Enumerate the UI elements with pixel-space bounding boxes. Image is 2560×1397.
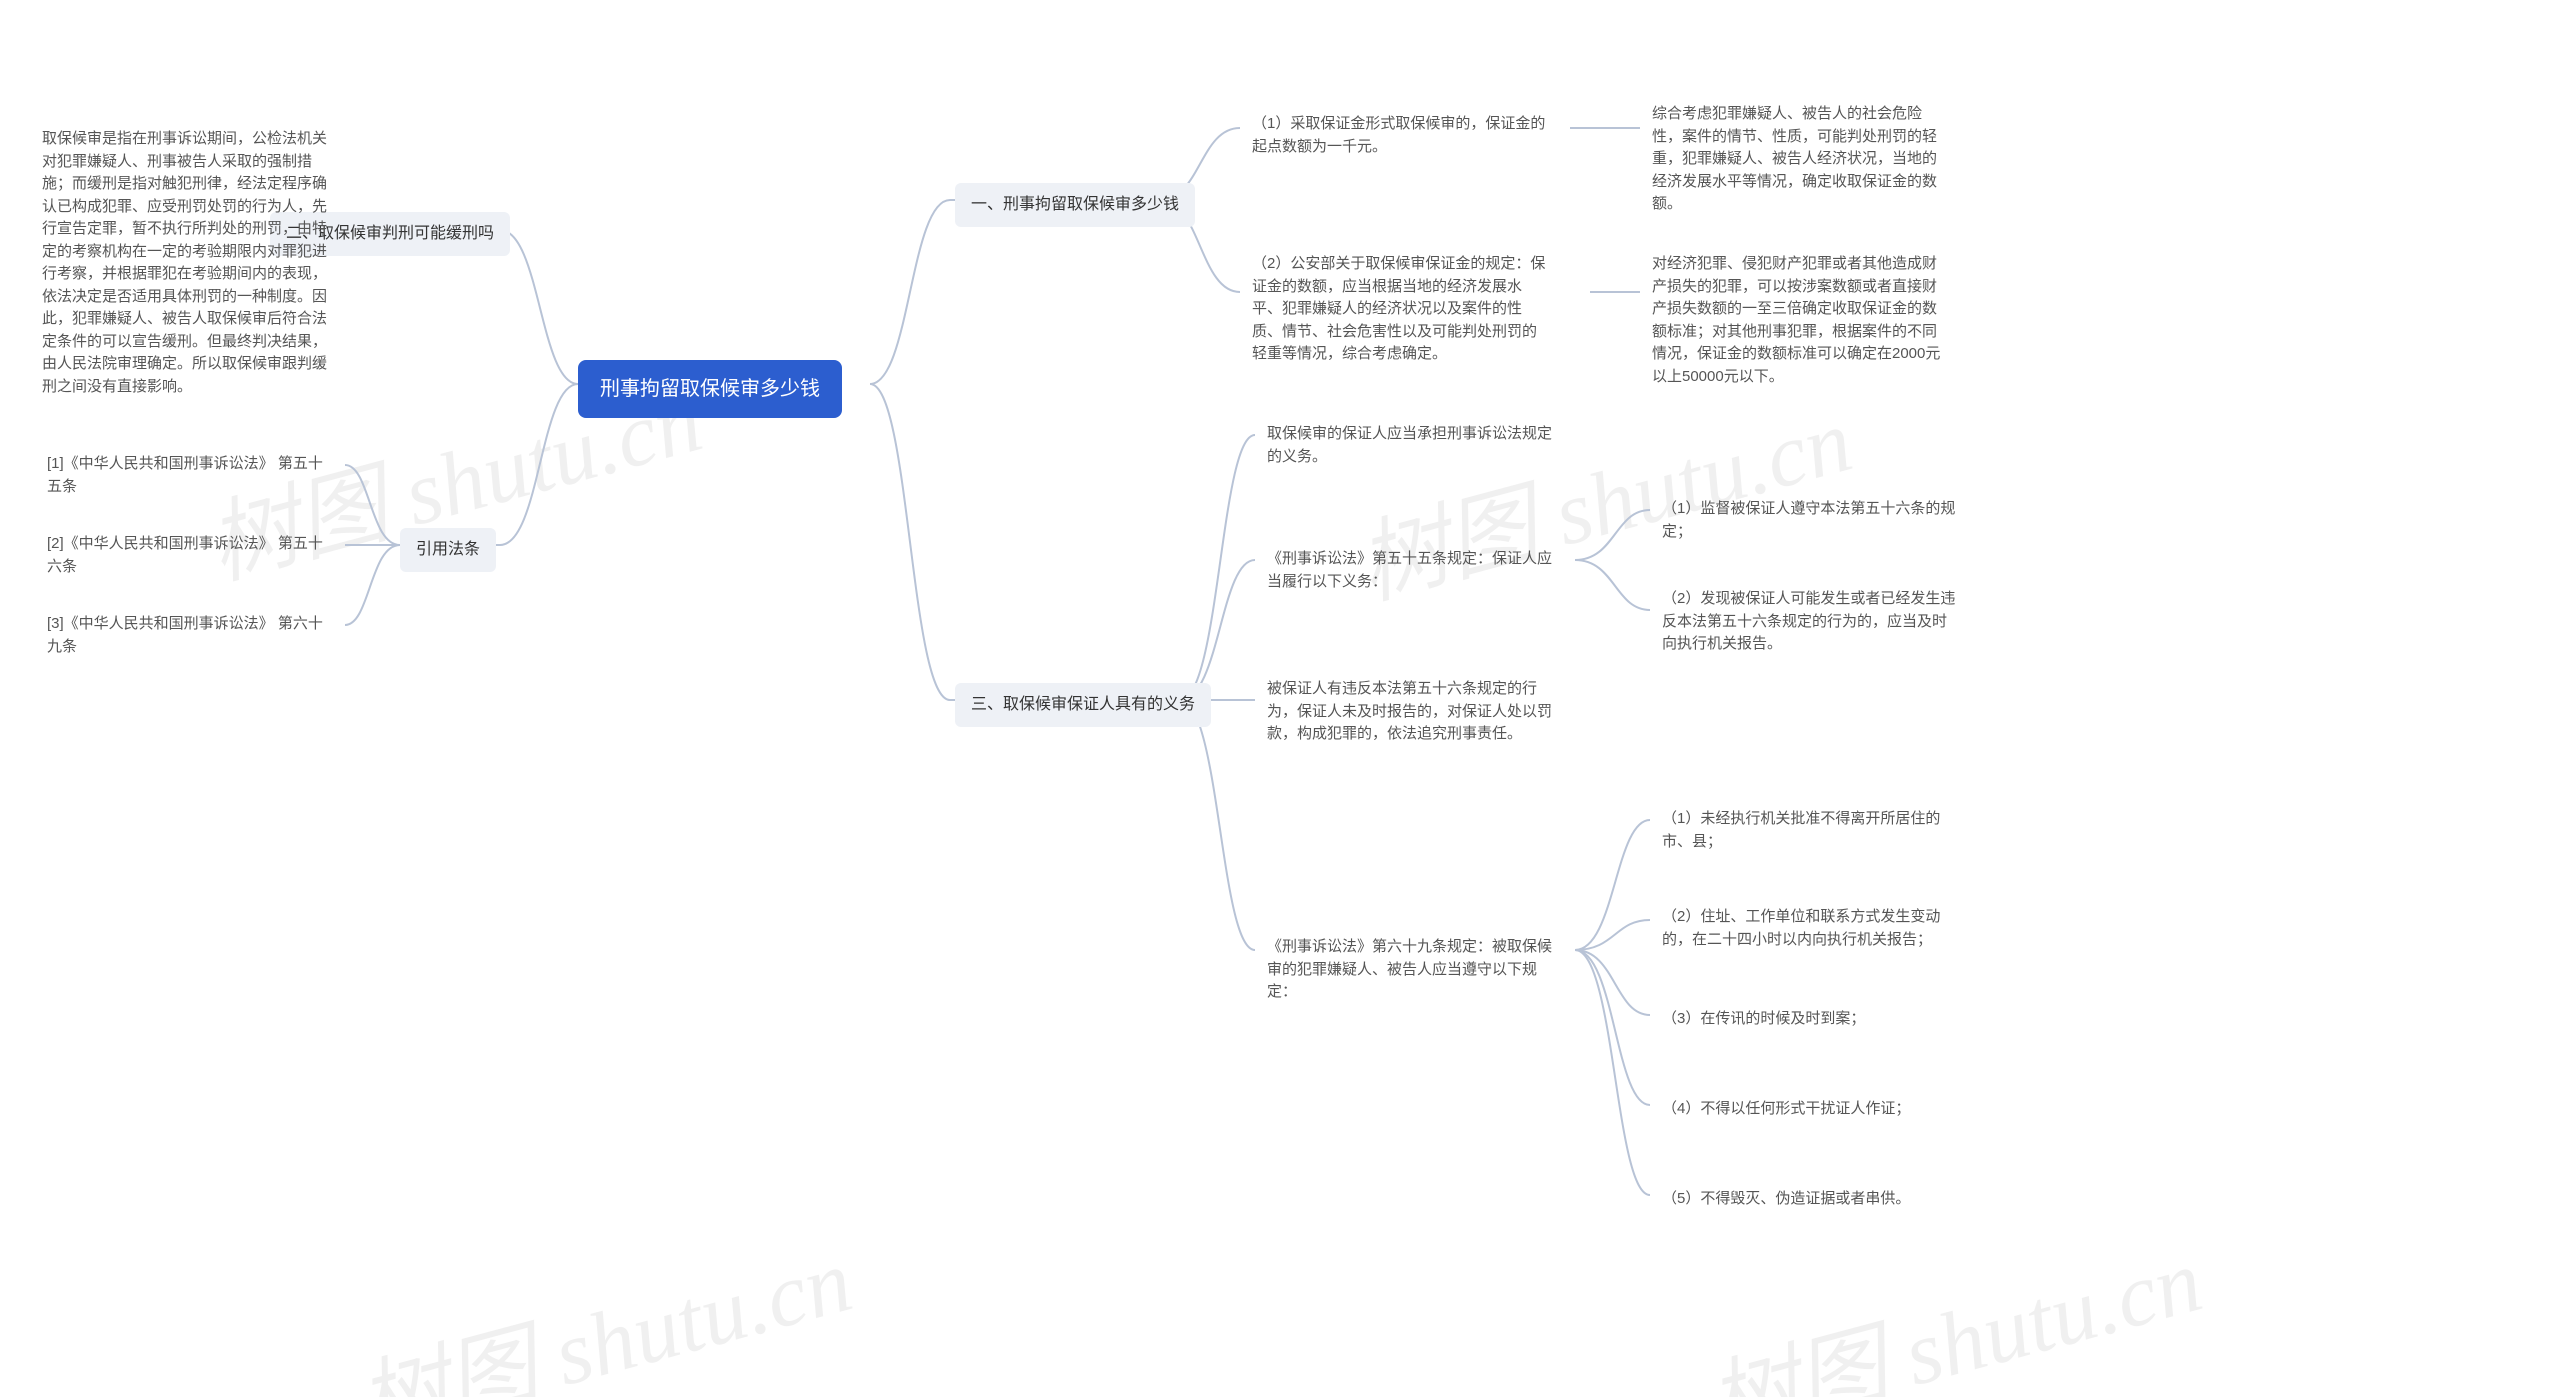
leaf-ref-3: [3]《中华人民共和国刑事诉讼法》 第六十九条	[35, 605, 345, 666]
r3-c1: 取保候审的保证人应当承担刑事诉讼法规定的义务。	[1255, 415, 1575, 476]
r1-child-1-sub: 对经济犯罪、侵犯财产犯罪或者其他造成财产损失的犯罪，可以按涉案数额或者直接财产损…	[1640, 245, 1960, 396]
r3-c2-label: 《刑事诉讼法》第五十五条规定：保证人应当履行以下义务：	[1255, 540, 1575, 601]
r3-c2-item-0: （1）监督被保证人遵守本法第五十六条的规定；	[1650, 490, 1970, 551]
branch-left-2[interactable]: 引用法条	[400, 528, 496, 572]
leaf-ref-1: [1]《中华人民共和国刑事诉讼法》 第五十五条	[35, 445, 345, 506]
r3-c4-item-3: （4）不得以任何形式干扰证人作证；	[1650, 1090, 1970, 1129]
r3-c4-item-0: （1）未经执行机关批准不得离开所居住的市、县；	[1650, 800, 1970, 861]
branch-right-3[interactable]: 三、取保候审保证人具有的义务	[955, 683, 1211, 727]
branch-right-1[interactable]: 一、刑事拘留取保候审多少钱	[955, 183, 1195, 227]
root-node[interactable]: 刑事拘留取保候审多少钱	[578, 360, 842, 418]
leaf-left-1: 取保候审是指在刑事诉讼期间，公检法机关对犯罪嫌疑人、刑事被告人采取的强制措施；而…	[30, 120, 345, 406]
r3-c3: 被保证人有违反本法第五十六条规定的行为，保证人未及时报告的，对保证人处以罚款，构…	[1255, 670, 1575, 754]
watermark: 树图 shutu.cn	[1692, 1207, 2213, 1397]
r3-c4-label: 《刑事诉讼法》第六十九条规定：被取保候审的犯罪嫌疑人、被告人应当遵守以下规定：	[1255, 928, 1575, 1012]
r1-child-1: （2）公安部关于取保候审保证金的规定：保证金的数额，应当根据当地的经济发展水平、…	[1240, 245, 1560, 374]
r3-c2-item-1: （2）发现被保证人可能发生或者已经发生违反本法第五十六条规定的行为的，应当及时向…	[1650, 580, 1970, 664]
r3-c4-item-4: （5）不得毁灭、伪造证据或者串供。	[1650, 1180, 1970, 1219]
leaf-ref-2: [2]《中华人民共和国刑事诉讼法》 第五十六条	[35, 525, 345, 586]
r1-child-0-sub: 综合考虑犯罪嫌疑人、被告人的社会危险性，案件的情节、性质，可能判处刑罚的轻重，犯…	[1640, 95, 1960, 224]
r3-c4-item-1: （2）住址、工作单位和联系方式发生变动的，在二十四小时以内向执行机关报告；	[1650, 898, 1970, 959]
r1-child-0: （1）采取保证金形式取保候审的，保证金的起点数额为一千元。	[1240, 105, 1560, 166]
watermark: 树图 shutu.cn	[342, 1207, 863, 1397]
r3-c4-item-2: （3）在传讯的时候及时到案；	[1650, 1000, 1970, 1039]
